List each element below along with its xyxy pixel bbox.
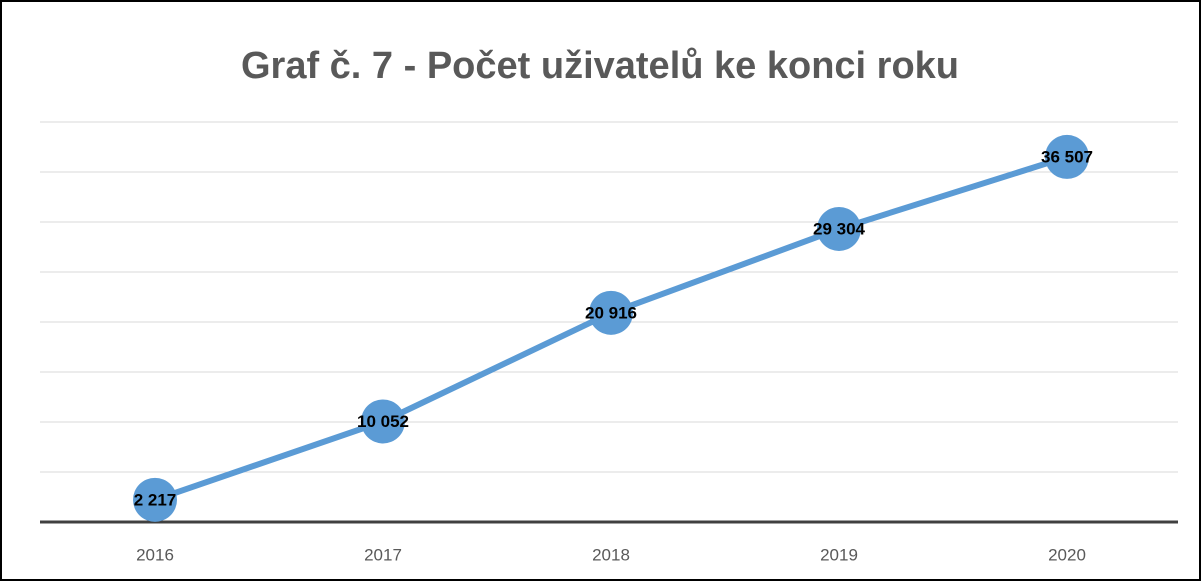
x-tick-label: 2016 — [136, 545, 174, 564]
data-point — [361, 399, 405, 444]
data-point — [589, 290, 633, 335]
x-tick-label: 2019 — [820, 545, 858, 564]
x-tick-label: 2020 — [1048, 545, 1086, 564]
data-label: 2 217 — [134, 490, 177, 509]
data-point — [133, 477, 177, 522]
x-tick-label: 2018 — [592, 545, 630, 564]
chart-title: Graf č. 7 - Počet uživatelů ke konci rok… — [241, 45, 959, 87]
data-point — [817, 206, 861, 251]
data-label: 36 507 — [1041, 147, 1093, 166]
data-label: 10 052 — [357, 412, 409, 431]
data-point — [1045, 134, 1089, 179]
x-tick-label: 2017 — [364, 545, 402, 564]
data-label: 20 916 — [585, 303, 637, 322]
data-label: 29 304 — [813, 219, 866, 238]
